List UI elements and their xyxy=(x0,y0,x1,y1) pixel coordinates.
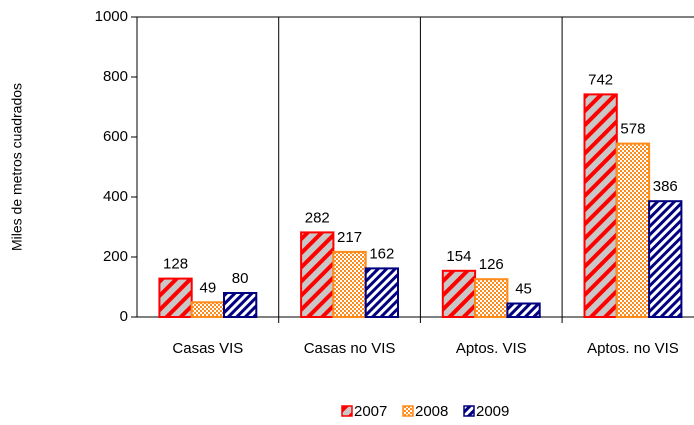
bar xyxy=(583,93,618,319)
legend-swatch xyxy=(341,405,353,417)
bar xyxy=(474,278,509,319)
data-label: 45 xyxy=(515,280,532,297)
y-tick-label: 600 xyxy=(103,128,128,145)
data-label: 742 xyxy=(588,71,613,88)
data-label: 162 xyxy=(369,245,394,262)
data-label: 49 xyxy=(200,279,217,296)
bar xyxy=(441,269,477,318)
bar xyxy=(506,302,541,318)
legend-label: 2007 xyxy=(354,403,387,420)
legend-label: 2009 xyxy=(476,403,509,420)
y-tick-label: 200 xyxy=(103,248,128,265)
x-tick-label: Casas no VIS xyxy=(304,340,396,357)
x-tick-label: Aptos. no VIS xyxy=(587,340,679,357)
y-axis-label: Miles de metros cuadrados xyxy=(9,83,25,251)
y-tick-label: 1000 xyxy=(95,8,128,25)
legend-label: 2008 xyxy=(415,403,448,420)
data-label: 578 xyxy=(620,121,645,138)
data-label: 128 xyxy=(163,256,188,273)
x-tick-label: Aptos. VIS xyxy=(456,340,527,357)
bar xyxy=(223,292,258,318)
legend-swatch xyxy=(402,405,414,417)
data-label: 154 xyxy=(446,248,471,265)
x-tick-label: Casas VIS xyxy=(172,340,243,357)
y-tick-label: 400 xyxy=(103,188,128,205)
bar xyxy=(615,142,651,318)
data-label: 282 xyxy=(305,209,330,226)
data-label: 386 xyxy=(653,178,678,195)
bar xyxy=(364,267,400,318)
bar xyxy=(300,231,335,318)
bar xyxy=(648,200,683,318)
legend-swatch xyxy=(463,405,475,417)
bar xyxy=(332,250,367,318)
y-tick-label: 800 xyxy=(103,68,128,85)
bar xyxy=(190,301,225,318)
data-label: 126 xyxy=(479,256,504,273)
data-label: 80 xyxy=(232,270,249,287)
bar xyxy=(158,277,193,319)
data-label: 217 xyxy=(337,229,362,246)
y-tick-label: 0 xyxy=(120,308,128,325)
